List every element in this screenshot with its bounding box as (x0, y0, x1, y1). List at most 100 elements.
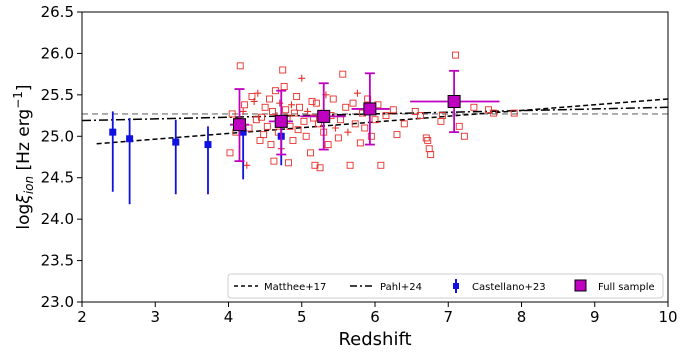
galaxy-point (312, 99, 320, 107)
galaxy-point (310, 114, 317, 122)
full-sample-point (274, 114, 288, 128)
galaxy-point (260, 131, 268, 139)
galaxy-point-plus (344, 128, 352, 136)
y-axis-label-units: [Hz erg (14, 109, 34, 176)
galaxy-point (490, 109, 498, 117)
x-tick-label: 7 (443, 308, 453, 326)
x-tick-label: 5 (297, 308, 307, 326)
galaxy-point (367, 132, 375, 140)
galaxy-point (356, 139, 364, 147)
galaxy-point (289, 136, 297, 144)
x-axis-label: Redshift (338, 329, 411, 349)
galaxy-point (411, 107, 419, 115)
galaxy-point (308, 98, 316, 105)
galaxy-point (389, 106, 397, 114)
galaxy-point (382, 112, 390, 120)
x-tick-label: 2 (77, 308, 87, 326)
y-axis-label-close: ] (14, 84, 34, 91)
full-sample-point (363, 102, 377, 116)
y-tick-label: 25.5 (41, 86, 74, 104)
y-axis-label-xi: ξ (14, 194, 34, 205)
galaxy-point (311, 161, 319, 169)
galaxy-point (329, 95, 337, 103)
plot-frame (82, 12, 668, 302)
galaxy-point-plus (304, 107, 312, 115)
galaxy-point-plus (250, 97, 258, 105)
galaxy-point (470, 103, 478, 111)
galaxy-point (290, 109, 298, 117)
galaxy-point (351, 120, 359, 128)
y-axis-label-log: log (14, 204, 34, 230)
x-tick-label: 9 (590, 308, 600, 326)
galaxy-point (438, 112, 446, 120)
galaxy-point (256, 136, 264, 144)
galaxy-point (510, 109, 518, 117)
castellano-point (239, 128, 247, 136)
y-axis-label-exp: −1 (11, 91, 25, 109)
galaxy-point (361, 124, 369, 132)
galaxy-point (452, 51, 460, 59)
y-tick-label: 25.0 (41, 127, 74, 145)
galaxy-point (293, 93, 301, 100)
galaxy-point (248, 93, 256, 100)
galaxy-point (236, 62, 244, 70)
y-tick-label: 24.0 (41, 210, 74, 228)
y-axis-label-sub: ion (22, 176, 36, 194)
galaxy-point (296, 103, 304, 111)
galaxy-point (263, 122, 271, 130)
galaxy-point (346, 161, 354, 169)
galaxy-point (316, 164, 324, 172)
galaxy-point (267, 141, 275, 149)
galaxy-point (427, 151, 435, 158)
y-tick-label: 26.5 (41, 3, 74, 21)
galaxy-point (241, 101, 249, 109)
legend-box (227, 273, 664, 299)
galaxy-point (270, 157, 278, 165)
galaxy-point (228, 110, 236, 118)
legend-full-label: Full sample (598, 282, 655, 293)
galaxy-point (371, 116, 379, 124)
galaxy-point-plus (331, 124, 339, 132)
x-tick-label: 6 (370, 308, 380, 326)
y-tick-label: 23.5 (41, 252, 74, 270)
galaxy-point (424, 136, 432, 144)
galaxy-point (279, 66, 287, 74)
galaxy-point-plus (353, 89, 361, 97)
galaxy-point (334, 134, 342, 142)
galaxy-point (269, 107, 276, 115)
galaxy-point (455, 122, 463, 130)
legend-castellano-label: Castellano+23 (472, 282, 546, 293)
legend-matthee-label: Matthee+17 (264, 282, 326, 293)
galaxy-point-plus (298, 74, 306, 82)
galaxy-point-plus (287, 101, 295, 109)
full-sample-point (447, 94, 461, 108)
galaxy-point (300, 117, 308, 125)
galaxy-point (258, 113, 265, 121)
x-tick-label: 10 (658, 308, 677, 326)
galaxy-point (307, 149, 314, 157)
legend-full-swatch (574, 279, 587, 292)
x-tick-label: 3 (150, 308, 160, 326)
full-sample-point (317, 109, 331, 123)
galaxy-point (302, 132, 310, 140)
castellano-point (126, 135, 134, 143)
galaxy-point (342, 103, 350, 111)
x-tick-label: 4 (224, 308, 234, 326)
galaxy-point (266, 95, 273, 103)
galaxy-point (280, 83, 288, 91)
legend: Matthee+17 Pahl+24 Castellano+23 Full sa… (227, 273, 664, 299)
y-tick-label: 24.5 (41, 169, 74, 187)
galaxy-point (339, 70, 347, 78)
galaxy-point (377, 161, 385, 169)
y-tick-label: 23.0 (41, 293, 74, 311)
galaxy-point (285, 159, 293, 167)
galaxy-point (349, 99, 357, 107)
galaxy-point (282, 106, 290, 114)
galaxy-point (422, 134, 430, 142)
galaxy-point-plus (243, 161, 251, 169)
galaxy-point (261, 103, 269, 111)
castellano-point (172, 138, 180, 146)
y-tick-label: 26.0 (41, 44, 74, 62)
